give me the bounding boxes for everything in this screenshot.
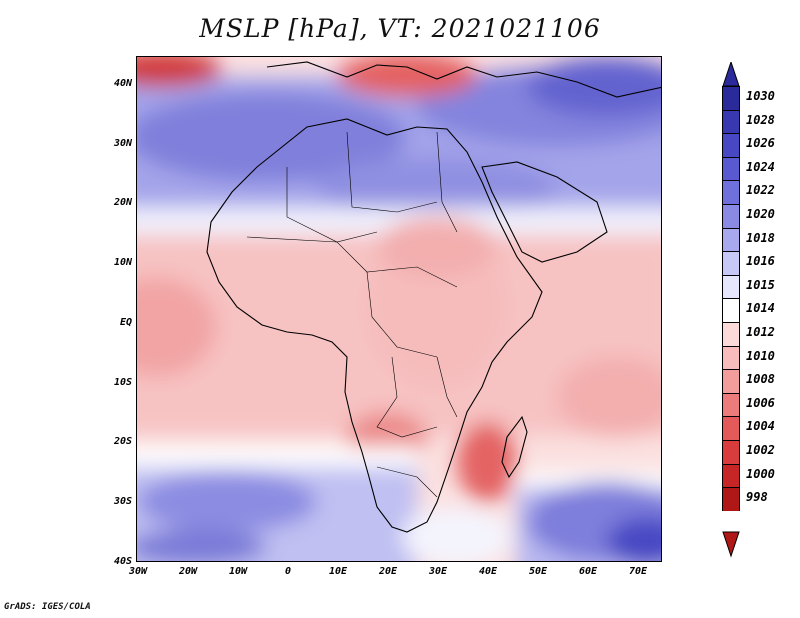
country-borders bbox=[246, 131, 458, 498]
colorbar-segment bbox=[722, 204, 740, 228]
colorbar-label: 1012 bbox=[746, 325, 775, 339]
lon-label-0: 0 bbox=[284, 566, 292, 577]
colorbar-label: 1016 bbox=[746, 254, 775, 269]
lon-label-40e: 40E bbox=[478, 566, 498, 577]
lat-label-30s: 30S bbox=[113, 496, 132, 507]
pressure-map bbox=[137, 57, 661, 561]
colorbar-label: 1018 bbox=[746, 230, 775, 245]
colorbar-segment bbox=[722, 227, 740, 252]
lon-label-20e: 20E bbox=[378, 566, 398, 577]
colorbar-segment bbox=[722, 86, 740, 110]
lat-label-10n: 10N bbox=[113, 257, 132, 268]
colorbar-bottom-arrow bbox=[722, 531, 740, 558]
colorbar-label: 1000 bbox=[746, 466, 775, 481]
colorbar-label: 1004 bbox=[746, 419, 775, 434]
colorbar-segment bbox=[722, 274, 740, 299]
lon-label-30w: 30W bbox=[128, 566, 148, 577]
colorbar-segment bbox=[722, 298, 740, 322]
colorbar-label: 1006 bbox=[746, 395, 775, 410]
lon-label-50e: 50E bbox=[528, 566, 548, 577]
colorbar-label: 1022 bbox=[746, 183, 775, 198]
colorbar-label: 1015 bbox=[746, 277, 775, 292]
lat-label-40n: 40N bbox=[113, 78, 132, 89]
colorbar-label: 1020 bbox=[746, 207, 775, 221]
colorbar-arrows bbox=[722, 62, 740, 558]
lon-label-70e: 70E bbox=[628, 566, 648, 577]
colorbar-label: 1028 bbox=[746, 112, 775, 127]
map-panel[interactable] bbox=[136, 56, 662, 562]
colorbar-segment bbox=[722, 440, 740, 464]
lat-label-30n: 30N bbox=[113, 138, 132, 149]
colorbar-segment bbox=[722, 109, 740, 134]
chart-title: MSLP [hPa], VT: 2021021106 bbox=[199, 14, 601, 43]
colorbar-segment bbox=[722, 416, 740, 440]
lat-label-20s: 20S bbox=[113, 436, 132, 447]
lon-label-10e: 10E bbox=[328, 566, 348, 577]
lat-label-20n: 20N bbox=[113, 197, 132, 208]
lon-label-20w: 20W bbox=[178, 566, 198, 577]
colorbar-label: 1008 bbox=[746, 372, 775, 387]
lat-label-40s: 40S bbox=[113, 556, 132, 567]
coastlines bbox=[206, 61, 661, 533]
colorbar-segment bbox=[722, 487, 740, 511]
colorbar-segment bbox=[722, 133, 740, 157]
colorbar-label: 1024 bbox=[746, 159, 775, 174]
colorbar-segment bbox=[722, 463, 740, 488]
lon-label-30e: 30E bbox=[428, 566, 448, 577]
colorbar-segment bbox=[722, 322, 740, 346]
colorbar-segment bbox=[722, 345, 740, 370]
colorbar-label: 1026 bbox=[746, 136, 775, 151]
colorbar-top-arrow bbox=[722, 62, 740, 87]
colorbar-segment bbox=[722, 392, 740, 417]
colorbar-segment bbox=[722, 369, 740, 393]
colorbar-label: 998 bbox=[746, 490, 768, 505]
lon-label-60e: 60E bbox=[578, 566, 598, 577]
colorbar-segment bbox=[722, 180, 740, 204]
lon-label-10w: 10W bbox=[228, 566, 248, 577]
colorbar-label: 1002 bbox=[746, 443, 775, 457]
colorbar-label: 1010 bbox=[746, 348, 775, 363]
lat-label-10s: 10S bbox=[113, 377, 132, 388]
colorbar-label: 1014 bbox=[746, 301, 775, 316]
colorbar-segment bbox=[722, 251, 740, 275]
colorbar-label: 1030 bbox=[746, 89, 775, 103]
colorbar-segment bbox=[722, 156, 740, 181]
lat-label-eq: EQ bbox=[119, 317, 132, 328]
credit-text: GrADS: IGES/COLA bbox=[4, 602, 91, 612]
